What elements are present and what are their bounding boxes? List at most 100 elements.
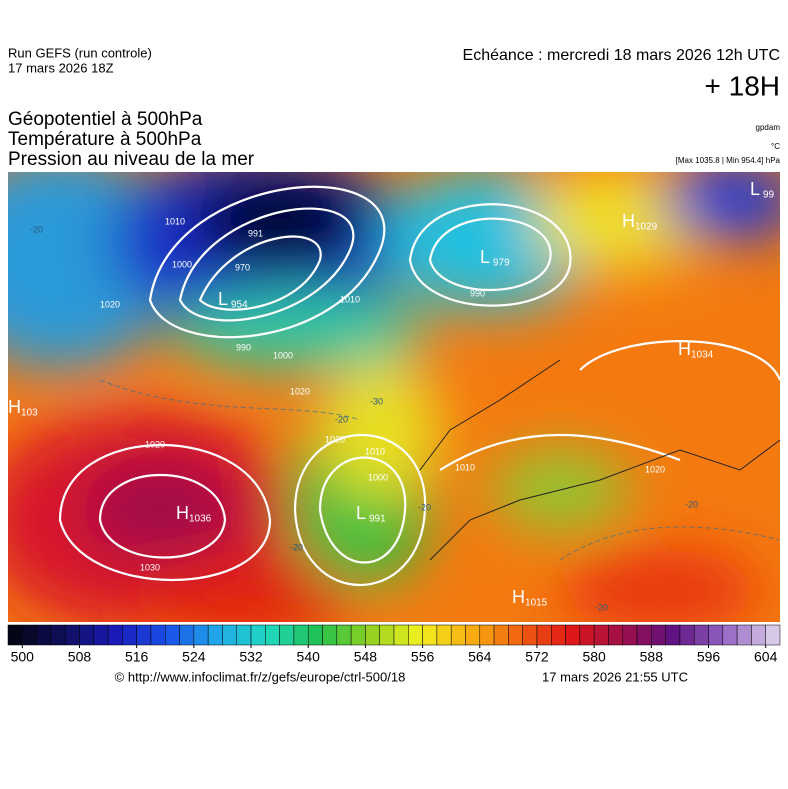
isobar-label: 1010 (365, 446, 385, 456)
colorbar-cell (165, 624, 180, 646)
colorbar-cell (122, 624, 137, 646)
colorbar-cell (136, 624, 152, 646)
center-type: L (218, 289, 228, 309)
isobar-label: 1000 (273, 350, 293, 360)
center-type: L (480, 247, 490, 267)
field: Température à 500hPa (8, 129, 202, 150)
isobar-label: 1030 (140, 562, 160, 572)
center-type: H (8, 397, 21, 417)
unit: [Max 1035.8 | Min 954.4] hPa (676, 156, 781, 165)
isobar-label: 1000 (172, 259, 192, 269)
field: Géopotentiel à 500hPa (8, 109, 203, 130)
colorbar-cell (250, 624, 266, 646)
colorbar-cell (608, 624, 623, 646)
colorbar-label: 604 (754, 649, 778, 665)
colorbar-cell (508, 624, 523, 646)
center-value: 1029 (635, 222, 658, 233)
colorbar-cell (751, 624, 766, 646)
colorbar-cell (7, 624, 23, 646)
colorbar-cell (193, 624, 209, 646)
run: Run GEFS (run controle) (8, 45, 152, 60)
colorbar-cell (551, 624, 566, 646)
isobar-label: 990 (470, 288, 485, 298)
center-value: 979 (493, 258, 510, 269)
temperature-label: -20 (685, 499, 698, 509)
colorbar-cell (322, 624, 338, 646)
colorbar-label: 548 (354, 649, 378, 665)
colorbar-cell (93, 624, 109, 646)
isobar-label: 1020 (145, 439, 165, 449)
colorbar-cell (293, 624, 309, 646)
temperature-label: -20 (30, 224, 43, 234)
center-type: L (356, 503, 366, 523)
center-value: 1034 (691, 350, 714, 361)
colorbar-cell (222, 624, 237, 646)
colorbar-label: 556 (411, 649, 435, 665)
isobar-label: 970 (235, 262, 250, 272)
colorbar-cell (536, 624, 552, 646)
colorbar-cell (765, 624, 781, 646)
temperature-label: -30 (370, 396, 383, 406)
unit: °C (771, 142, 780, 151)
temperature-label: -20 (418, 502, 431, 512)
colorbar-label: 596 (697, 649, 721, 665)
made-time: 17 mars 2026 21:55 UTC (542, 669, 688, 684)
colorbar-cell (622, 624, 638, 646)
colorbar-label: 508 (68, 649, 92, 665)
colorbar-cell (679, 624, 695, 646)
run-time: 17 mars 2026 18Z (8, 60, 114, 75)
colorbar-label: 540 (297, 649, 321, 665)
colorbar-cell (479, 624, 495, 646)
colorbar-cell (636, 624, 652, 646)
colorbar-label: 524 (182, 649, 206, 665)
colorbar-cell (465, 624, 481, 646)
unit: gpdam (756, 123, 781, 132)
colorbar-cell (79, 624, 95, 646)
colorbar-cell (350, 624, 366, 646)
colorbar-cell (50, 624, 66, 646)
colorbar-cell (107, 624, 123, 646)
colorbar-cell (207, 624, 223, 646)
colorbar-cell (493, 624, 509, 646)
colorbar-cell (579, 624, 595, 646)
source: © http://www.infoclimat.fr/z/gefs/europe… (115, 669, 406, 684)
colorbar-cell (279, 624, 295, 646)
colorbar-cell (422, 624, 438, 646)
colorbar-cell (651, 624, 666, 646)
center-type: H (176, 503, 189, 523)
colorbar-cell (522, 624, 538, 646)
lead-time: + 18H (705, 70, 781, 101)
center-value: 99 (763, 190, 775, 201)
isobar-label: 1020 (325, 434, 345, 444)
center-value: 954 (231, 300, 248, 311)
colorbar-cell (36, 624, 52, 646)
colorbar-cell (236, 624, 252, 646)
colorbar-cell (436, 624, 452, 646)
isobar-label: 1010 (455, 462, 475, 472)
temperature-label: -20 (290, 542, 303, 552)
isobar-label: 1020 (100, 299, 120, 309)
map (8, 172, 780, 622)
isobar-label: 1010 (340, 294, 360, 304)
colorbar-cell (379, 624, 395, 646)
colorbar-label: 572 (525, 649, 549, 665)
colorbar-cell (693, 624, 709, 646)
center-type: H (512, 587, 525, 607)
valid-time: Echéance : mercredi 18 mars 2026 12h UTC (463, 47, 780, 64)
colorbar-label: 532 (239, 649, 263, 665)
center-value: 1015 (525, 598, 548, 609)
colorbar-cell (179, 624, 195, 646)
center-value: 991 (369, 514, 386, 525)
field: Pression au niveau de la mer (8, 149, 255, 170)
colorbar-label: 564 (468, 649, 492, 665)
colorbar-cell (150, 624, 166, 646)
colorbar-cell (565, 624, 581, 646)
colorbar-cell (307, 624, 323, 646)
colorbar-label: 580 (582, 649, 606, 665)
center-type: H (622, 211, 635, 231)
colorbar-cell (365, 624, 380, 646)
center-value: 1036 (189, 514, 212, 525)
colorbar-cell (450, 624, 466, 646)
colorbar-label: 516 (125, 649, 149, 665)
